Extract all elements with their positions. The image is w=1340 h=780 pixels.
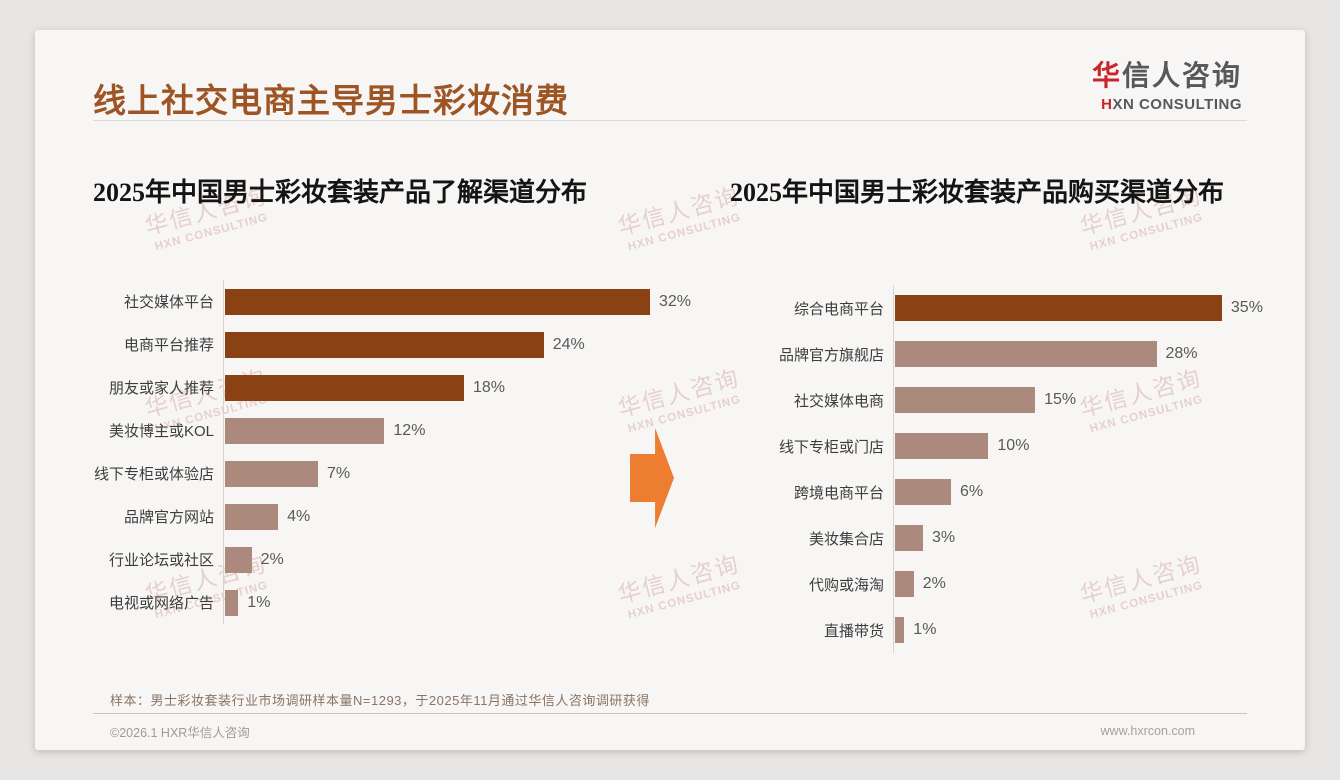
logo-zh-accent: 华 bbox=[1091, 60, 1122, 91]
bar-plot-area: 2% bbox=[893, 561, 1275, 607]
value-label: 24% bbox=[552, 335, 585, 353]
logo-zh-rest: 信人咨询 bbox=[1121, 60, 1242, 91]
bar-plot-area: 2% bbox=[223, 538, 703, 581]
bar-row: 美妆博主或KOL 12% bbox=[93, 409, 703, 452]
bar-plot-area: 1% bbox=[223, 581, 703, 624]
bar bbox=[895, 433, 989, 459]
bar-plot-area: 12% bbox=[223, 409, 703, 452]
category-label: 行业论坛或社区 bbox=[108, 552, 214, 569]
page-title: 线上社交电商主导男士彩妆消费 bbox=[93, 82, 569, 119]
logo-zh: 华信人咨询 bbox=[1092, 54, 1242, 94]
category-label: 品牌官方网站 bbox=[123, 509, 214, 526]
bar bbox=[895, 617, 905, 643]
bar-row: 综合电商平台 35% bbox=[765, 285, 1275, 331]
sample-note: 样本：男士彩妆套装行业市场调研样本量N=1293，于2025年11月通过华信人咨… bbox=[110, 693, 650, 708]
bar bbox=[225, 417, 385, 444]
category-label: 社交媒体平台 bbox=[123, 294, 214, 311]
bar bbox=[895, 571, 914, 597]
purchase-channel-chart: 综合电商平台 35% 品牌官方旗舰店 28% 社交媒体电商 15% 线下专柜或门店 10% 跨境… bbox=[765, 285, 1275, 653]
category-label: 直播带货 bbox=[823, 622, 884, 640]
value-label: 4% bbox=[287, 507, 311, 525]
bar bbox=[895, 387, 1036, 413]
bar-plot-area: 6% bbox=[893, 469, 1275, 515]
category-label: 跨境电商平台 bbox=[793, 484, 884, 502]
value-label: 18% bbox=[473, 378, 506, 396]
bar-plot-area: 35% bbox=[893, 285, 1275, 331]
bar-plot-area: 18% bbox=[223, 366, 703, 409]
category-label: 线下专柜或体验店 bbox=[93, 466, 214, 483]
awareness-chart-title: 2025年中国男士彩妆套装产品了解渠道分布 bbox=[93, 178, 588, 207]
bar-row: 美妆集合店 3% bbox=[765, 515, 1275, 561]
bar bbox=[895, 525, 923, 551]
bar-row: 电视或网络广告 1% bbox=[93, 581, 703, 624]
category-label: 品牌官方旗舰店 bbox=[778, 346, 884, 364]
bar-row: 朋友或家人推荐 18% bbox=[93, 366, 703, 409]
bar-plot-area: 4% bbox=[223, 495, 703, 538]
bar-plot-area: 10% bbox=[893, 423, 1275, 469]
value-label: 1% bbox=[913, 621, 937, 638]
bar bbox=[225, 503, 279, 530]
value-label: 7% bbox=[327, 464, 351, 482]
category-label: 社交媒体电商 bbox=[793, 392, 884, 410]
category-label: 朋友或家人推荐 bbox=[108, 380, 214, 397]
value-label: 6% bbox=[960, 483, 984, 500]
category-label: 电视或网络广告 bbox=[108, 595, 214, 612]
category-label: 代购或海淘 bbox=[808, 576, 884, 594]
bar-row: 品牌官方旗舰店 28% bbox=[765, 331, 1275, 377]
bar-plot-area: 28% bbox=[893, 331, 1275, 377]
logo-en: HXN CONSULTING bbox=[1092, 96, 1242, 113]
category-label: 线下专柜或门店 bbox=[778, 438, 884, 456]
bar-row: 线下专柜或门店 10% bbox=[765, 423, 1275, 469]
value-label: 2% bbox=[260, 550, 284, 568]
bar-plot-area: 3% bbox=[893, 515, 1275, 561]
value-label: 2% bbox=[922, 575, 946, 592]
category-label: 美妆博主或KOL bbox=[108, 423, 214, 440]
value-label: 1% bbox=[247, 593, 271, 611]
value-label: 12% bbox=[393, 421, 426, 439]
bar-row: 代购或海淘 2% bbox=[765, 561, 1275, 607]
bar bbox=[225, 331, 544, 358]
bar bbox=[895, 295, 1222, 321]
category-label: 电商平台推荐 bbox=[123, 337, 214, 354]
header-divider bbox=[93, 120, 1247, 121]
value-label: 10% bbox=[997, 437, 1030, 454]
bar-row: 跨境电商平台 6% bbox=[765, 469, 1275, 515]
category-label: 美妆集合店 bbox=[808, 530, 884, 548]
bar bbox=[895, 341, 1157, 367]
bar-row: 直播带货 1% bbox=[765, 607, 1275, 653]
bar-row: 电商平台推荐 24% bbox=[93, 323, 703, 366]
value-label: 32% bbox=[659, 292, 692, 310]
bar bbox=[225, 288, 650, 315]
slide-card: 华信人咨询 HXN CONSULTING 华信人咨询 HXN CONSULTING … bbox=[35, 30, 1305, 750]
website-url: www.hxrcon.com bbox=[1100, 724, 1195, 738]
value-label: 35% bbox=[1230, 299, 1263, 316]
copyright-text: ©2026.1 HXR华信人咨询 bbox=[110, 726, 250, 740]
bar-row: 品牌官方网站 4% bbox=[93, 495, 703, 538]
bar-row: 线下专柜或体验店 7% bbox=[93, 452, 703, 495]
value-label: 15% bbox=[1044, 391, 1077, 408]
bar-row: 社交媒体平台 32% bbox=[93, 280, 703, 323]
awareness-channel-chart: 社交媒体平台 32% 电商平台推荐 24% 朋友或家人推荐 18% 美妆博主或KOL 12% 线… bbox=[93, 280, 703, 624]
bar-plot-area: 15% bbox=[893, 377, 1275, 423]
bar-plot-area: 24% bbox=[223, 323, 703, 366]
value-label: 28% bbox=[1165, 345, 1198, 362]
bar-plot-area: 7% bbox=[223, 452, 703, 495]
bar-row: 行业论坛或社区 2% bbox=[93, 538, 703, 581]
logo-en-accent: H bbox=[1101, 96, 1113, 113]
bar bbox=[225, 546, 252, 573]
logo-en-rest: XN CONSULTING bbox=[1112, 96, 1242, 113]
bar bbox=[225, 589, 239, 616]
category-label: 综合电商平台 bbox=[793, 300, 884, 318]
value-label: 3% bbox=[932, 529, 956, 546]
bar-plot-area: 1% bbox=[893, 607, 1275, 653]
bar bbox=[895, 479, 951, 505]
bar bbox=[225, 460, 318, 487]
bar-plot-area: 32% bbox=[223, 280, 703, 323]
footer-divider bbox=[93, 713, 1247, 714]
company-logo: 华信人咨询 HXN CONSULTING bbox=[1092, 54, 1242, 113]
purchase-chart-title: 2025年中国男士彩妆套装产品购买渠道分布 bbox=[730, 178, 1225, 207]
bar bbox=[225, 374, 464, 401]
bar-row: 社交媒体电商 15% bbox=[765, 377, 1275, 423]
